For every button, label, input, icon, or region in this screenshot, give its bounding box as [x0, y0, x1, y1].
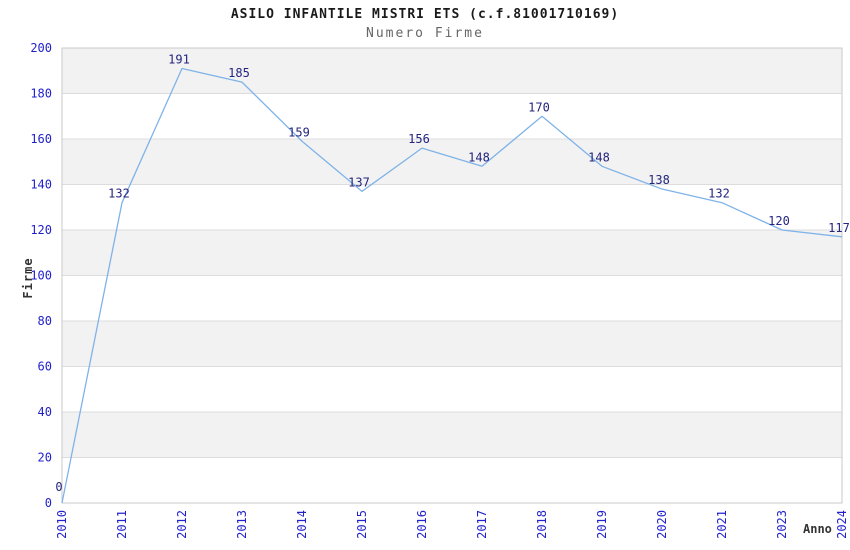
- x-tick-label: 2010: [55, 510, 69, 539]
- plot-band: [62, 184, 842, 230]
- y-tick-label: 140: [30, 178, 52, 192]
- plot-band: [62, 366, 842, 412]
- x-axis-title: Anno: [803, 522, 832, 536]
- x-tick-label: 2019: [595, 510, 609, 539]
- plot-band: [62, 93, 842, 139]
- data-label: 191: [168, 52, 190, 66]
- plot-band: [62, 412, 842, 458]
- y-tick-label: 80: [38, 314, 52, 328]
- data-label: 185: [228, 66, 250, 80]
- x-tick-label: 2024: [835, 510, 849, 539]
- plot-band: [62, 457, 842, 503]
- data-label: 156: [408, 132, 430, 146]
- plot-band: [62, 139, 842, 185]
- data-label: 132: [108, 187, 130, 201]
- chart-title: ASILO INFANTILE MISTRI ETS (c.f.81001710…: [230, 7, 620, 22]
- x-tick-label: 2015: [355, 510, 369, 539]
- x-tick-label: 2016: [415, 510, 429, 539]
- y-tick-label: 40: [38, 405, 52, 419]
- y-tick-label: 180: [30, 87, 52, 101]
- x-tick-label: 2023: [775, 510, 789, 539]
- data-label: 138: [648, 173, 670, 187]
- data-label: 170: [528, 100, 550, 114]
- x-tick-label: 2017: [475, 510, 489, 539]
- y-axis-title: Firme: [21, 257, 35, 299]
- x-tick-label: 2021: [715, 510, 729, 539]
- data-label: 117: [828, 221, 850, 235]
- y-tick-label: 120: [30, 223, 52, 237]
- series-line: [61, 67, 843, 504]
- data-label: 0: [55, 480, 62, 494]
- plot-band: [62, 321, 842, 367]
- data-label: 148: [468, 150, 490, 164]
- plot-border: [61, 47, 843, 504]
- x-tick-label: 2012: [175, 510, 189, 539]
- plot-band: [62, 230, 842, 276]
- x-tick-label: 2013: [235, 510, 249, 539]
- x-tick-label: 2020: [655, 510, 669, 539]
- y-tick-label: 100: [30, 269, 52, 283]
- plot-band: [62, 275, 842, 321]
- y-tick-label: 20: [38, 451, 52, 465]
- data-label: 148: [588, 150, 610, 164]
- y-tick-label: 160: [30, 132, 52, 146]
- x-tick-label: 2018: [535, 510, 549, 539]
- y-tick-label: 200: [30, 41, 52, 55]
- y-tick-label: 0: [45, 496, 52, 510]
- chart-subtitle: Numero Firme: [366, 26, 484, 41]
- y-tick-label: 60: [38, 360, 52, 374]
- x-tick-label: 2011: [115, 510, 129, 539]
- x-tick-label: 2014: [295, 510, 309, 539]
- data-label: 120: [768, 214, 790, 228]
- data-label: 159: [288, 125, 310, 139]
- data-label: 132: [708, 187, 730, 201]
- data-label: 137: [348, 175, 370, 189]
